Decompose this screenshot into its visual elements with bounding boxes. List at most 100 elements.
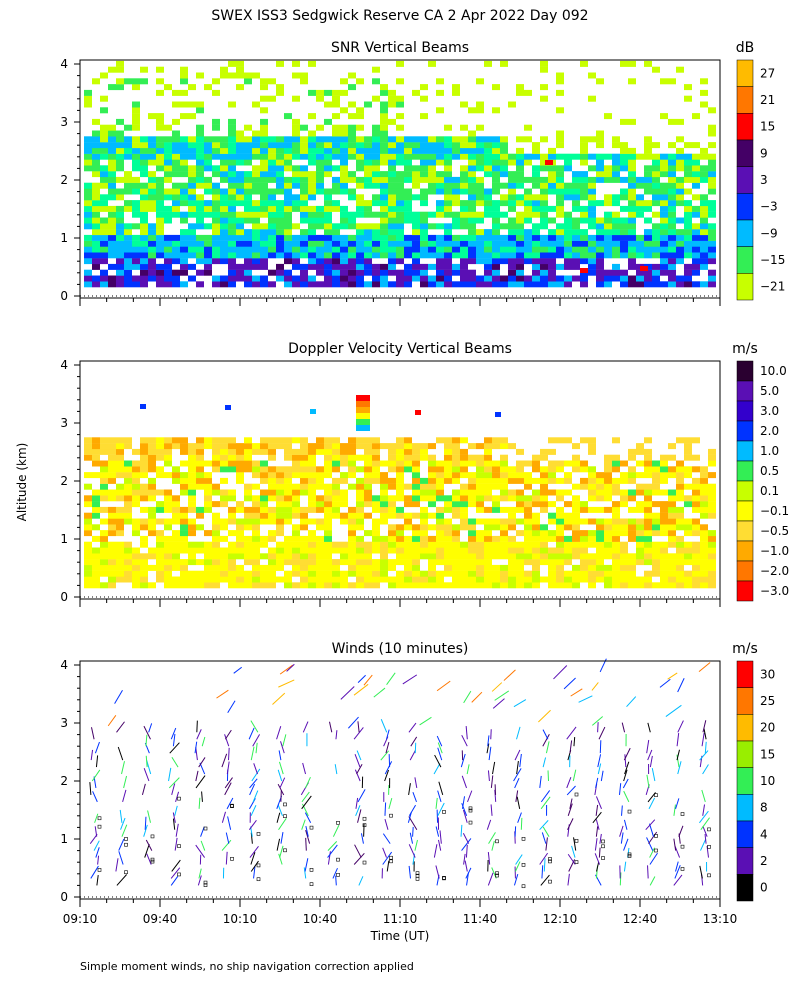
doppler-cell xyxy=(508,524,516,531)
doppler-cell xyxy=(468,518,476,525)
doppler-cell xyxy=(692,501,700,508)
snr-cell xyxy=(404,188,412,195)
doppler-cell xyxy=(668,518,676,525)
wind-barb xyxy=(227,816,232,830)
snr-cell xyxy=(372,159,380,166)
doppler-cell xyxy=(492,495,500,502)
doppler-cell xyxy=(436,570,444,577)
snr-cell xyxy=(100,72,108,79)
snr-cell xyxy=(468,165,476,172)
snr-cell xyxy=(156,240,164,247)
calm-marker xyxy=(150,859,155,864)
snr-cell xyxy=(84,95,92,102)
doppler-cell xyxy=(204,495,212,502)
doppler-cell xyxy=(260,570,268,577)
calm-marker xyxy=(707,827,711,832)
snr-cell xyxy=(212,165,220,172)
snr-cell xyxy=(252,142,260,149)
snr-cell xyxy=(404,171,412,178)
wind-barb xyxy=(600,770,604,782)
snr-cell xyxy=(332,246,340,253)
doppler-cell xyxy=(660,466,668,473)
snr-cell xyxy=(188,252,196,259)
snr-cell xyxy=(516,194,524,201)
snr-cell xyxy=(284,176,292,183)
doppler-cell xyxy=(116,576,124,583)
doppler-cell xyxy=(644,518,652,525)
snr-cell xyxy=(340,107,348,114)
doppler-cell xyxy=(340,559,348,566)
doppler-cell xyxy=(268,477,276,484)
doppler-cell xyxy=(580,518,588,525)
snr-cell xyxy=(252,136,260,143)
doppler-cell xyxy=(332,489,340,496)
snr-cell xyxy=(188,211,196,218)
wind-barb xyxy=(619,825,624,837)
snr-cell xyxy=(492,84,500,91)
snr-cell xyxy=(444,229,452,236)
wind-barb xyxy=(301,791,310,803)
snr-cell xyxy=(196,136,204,143)
doppler-cell xyxy=(676,564,684,571)
doppler-cell xyxy=(548,564,556,571)
wind-barb xyxy=(384,769,390,782)
snr-cell xyxy=(252,258,260,265)
snr-cell xyxy=(132,136,140,143)
doppler-cell xyxy=(692,564,700,571)
doppler-cell xyxy=(684,547,692,554)
doppler-cell xyxy=(516,576,524,583)
doppler-cell xyxy=(284,477,292,484)
snr-cell xyxy=(596,252,604,259)
snr-cell xyxy=(348,217,356,224)
snr-cell xyxy=(580,268,588,273)
snr-cell xyxy=(316,142,324,149)
doppler-cell xyxy=(612,541,620,548)
wind-barb xyxy=(277,783,285,796)
snr-cell xyxy=(84,275,92,282)
snr-cell xyxy=(236,72,244,79)
snr-cell xyxy=(196,258,204,265)
doppler-cell xyxy=(556,512,564,519)
doppler-cell xyxy=(564,559,572,566)
doppler-cell xyxy=(100,472,108,479)
wind-barb xyxy=(278,818,287,831)
snr-cell xyxy=(572,252,580,259)
wind-barb xyxy=(380,750,390,761)
doppler-cell xyxy=(444,541,452,548)
snr-cell xyxy=(452,217,460,224)
snr-cell xyxy=(308,258,316,265)
wind-barb xyxy=(123,775,128,789)
doppler-cell xyxy=(612,460,620,467)
snr-cell xyxy=(236,159,244,166)
snr-cell xyxy=(148,223,156,230)
doppler-cell xyxy=(668,553,676,560)
doppler-cell xyxy=(604,535,612,542)
doppler-cell xyxy=(428,547,436,554)
doppler-cell xyxy=(108,443,116,450)
snr-cell xyxy=(684,211,692,218)
wind-barb xyxy=(545,837,548,851)
doppler-cell xyxy=(460,448,468,455)
colorbar-tick-label: 2.0 xyxy=(760,424,779,438)
doppler-cell xyxy=(676,477,684,484)
snr-cell xyxy=(124,258,132,265)
wind-barb xyxy=(591,716,604,726)
doppler-cell xyxy=(356,512,364,519)
doppler-cell xyxy=(164,460,172,467)
wind-barb xyxy=(701,789,706,803)
snr-cell xyxy=(212,124,220,131)
snr-cell xyxy=(332,205,340,212)
snr-cell xyxy=(124,275,132,282)
snr-cell xyxy=(316,263,324,270)
doppler-cell xyxy=(252,460,260,467)
doppler-cell xyxy=(292,524,300,531)
doppler-cell xyxy=(380,570,388,577)
doppler-cell xyxy=(604,489,612,496)
snr-cell xyxy=(244,159,252,166)
snr-cell xyxy=(596,217,604,224)
doppler-cell xyxy=(700,466,708,473)
snr-cell xyxy=(484,153,492,160)
snr-cell xyxy=(644,246,652,253)
doppler-cell xyxy=(676,472,684,479)
snr-cell xyxy=(540,258,548,265)
